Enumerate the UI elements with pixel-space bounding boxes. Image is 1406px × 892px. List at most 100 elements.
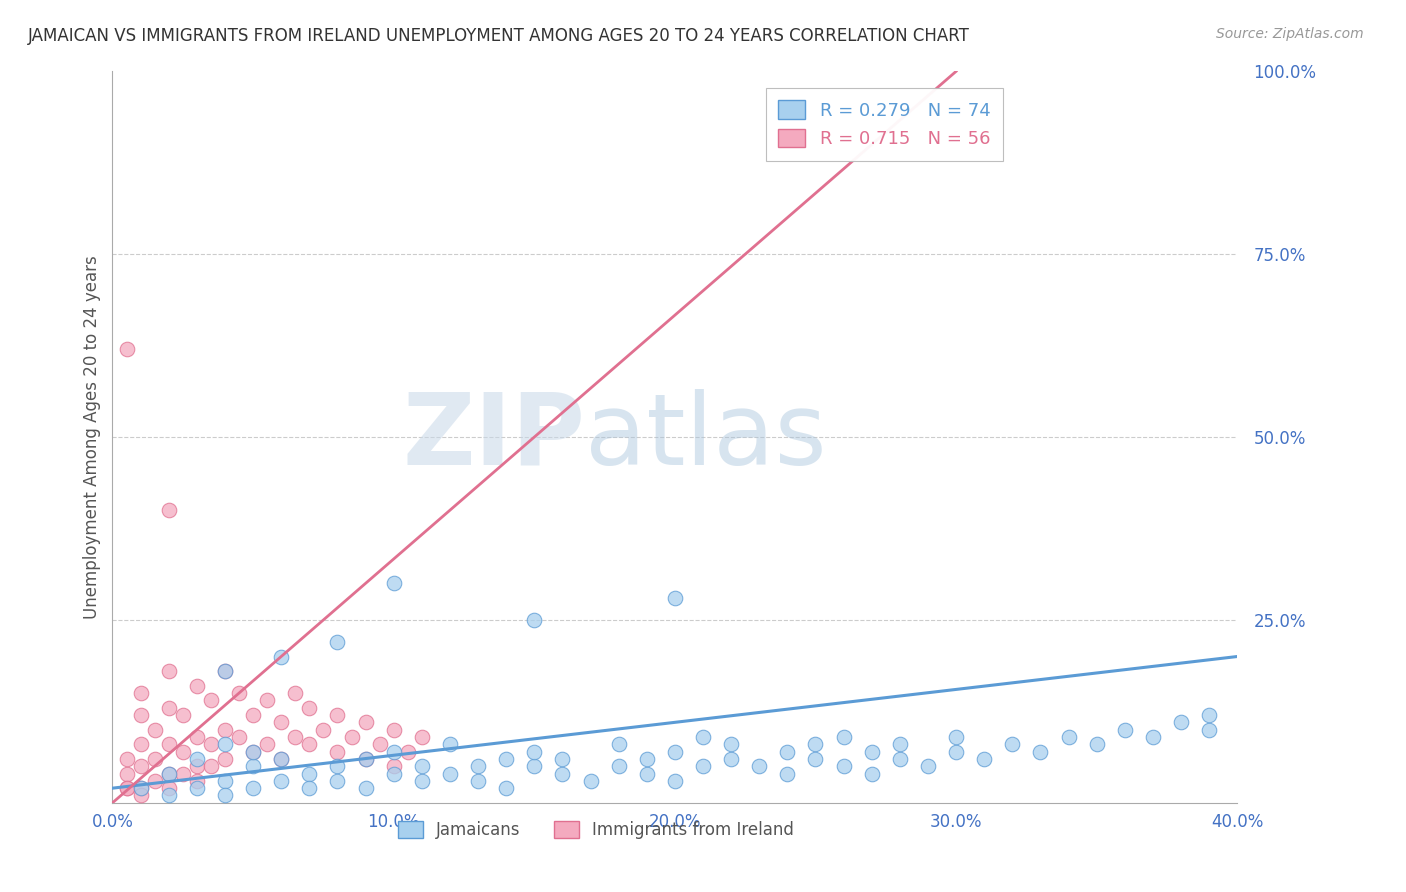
- Point: [186, 730, 208, 744]
- Point: [242, 708, 264, 723]
- Point: [636, 766, 658, 780]
- Point: [804, 737, 827, 751]
- Point: [340, 730, 363, 744]
- Point: [326, 773, 349, 788]
- Point: [889, 737, 911, 751]
- Point: [1142, 730, 1164, 744]
- Point: [411, 773, 433, 788]
- Point: [439, 766, 461, 780]
- Point: [354, 715, 377, 730]
- Point: [129, 789, 152, 803]
- Point: [129, 781, 152, 796]
- Point: [172, 766, 194, 780]
- Point: [129, 759, 152, 773]
- Point: [115, 343, 138, 357]
- Point: [214, 664, 236, 678]
- Point: [157, 789, 180, 803]
- Point: [664, 745, 686, 759]
- Point: [776, 766, 799, 780]
- Point: [129, 737, 152, 751]
- Point: [382, 766, 405, 780]
- Point: [973, 752, 995, 766]
- Point: [129, 686, 152, 700]
- Point: [382, 745, 405, 759]
- Point: [579, 773, 602, 788]
- Point: [157, 766, 180, 780]
- Point: [214, 737, 236, 751]
- Point: [396, 745, 419, 759]
- Point: [312, 723, 335, 737]
- Point: [186, 781, 208, 796]
- Point: [326, 708, 349, 723]
- Point: [186, 773, 208, 788]
- Point: [115, 766, 138, 780]
- Point: [551, 752, 574, 766]
- Point: [439, 737, 461, 751]
- Point: [523, 613, 546, 627]
- Point: [804, 752, 827, 766]
- Point: [214, 773, 236, 788]
- Point: [172, 708, 194, 723]
- Point: [692, 730, 714, 744]
- Point: [1198, 723, 1220, 737]
- Point: [284, 686, 307, 700]
- Point: [129, 781, 152, 796]
- Point: [354, 752, 377, 766]
- Point: [157, 664, 180, 678]
- Point: [860, 766, 883, 780]
- Point: [354, 781, 377, 796]
- Point: [523, 745, 546, 759]
- Point: [1057, 730, 1080, 744]
- Point: [411, 759, 433, 773]
- Point: [298, 737, 321, 751]
- Point: [115, 752, 138, 766]
- Point: [326, 745, 349, 759]
- Point: [1170, 715, 1192, 730]
- Point: [214, 752, 236, 766]
- Point: [692, 759, 714, 773]
- Point: [382, 576, 405, 591]
- Legend: Jamaicans, Immigrants from Ireland: Jamaicans, Immigrants from Ireland: [391, 814, 801, 846]
- Point: [411, 730, 433, 744]
- Point: [214, 723, 236, 737]
- Point: [200, 693, 222, 707]
- Point: [270, 773, 292, 788]
- Point: [495, 752, 517, 766]
- Point: [945, 730, 967, 744]
- Point: [664, 591, 686, 605]
- Text: atlas: atlas: [585, 389, 827, 485]
- Point: [157, 503, 180, 517]
- Point: [115, 781, 138, 796]
- Point: [214, 664, 236, 678]
- Point: [860, 745, 883, 759]
- Point: [256, 693, 278, 707]
- Point: [326, 759, 349, 773]
- Point: [382, 759, 405, 773]
- Point: [242, 781, 264, 796]
- Point: [720, 737, 742, 751]
- Point: [467, 759, 489, 773]
- Point: [270, 649, 292, 664]
- Text: JAMAICAN VS IMMIGRANTS FROM IRELAND UNEMPLOYMENT AMONG AGES 20 TO 24 YEARS CORRE: JAMAICAN VS IMMIGRANTS FROM IRELAND UNEM…: [28, 27, 970, 45]
- Point: [157, 737, 180, 751]
- Point: [270, 752, 292, 766]
- Point: [1001, 737, 1024, 751]
- Point: [523, 759, 546, 773]
- Point: [368, 737, 391, 751]
- Point: [1198, 708, 1220, 723]
- Point: [889, 752, 911, 766]
- Point: [636, 752, 658, 766]
- Point: [1114, 723, 1136, 737]
- Point: [664, 773, 686, 788]
- Point: [1029, 745, 1052, 759]
- Point: [200, 737, 222, 751]
- Point: [270, 715, 292, 730]
- Point: [748, 759, 770, 773]
- Point: [945, 745, 967, 759]
- Text: ZIP: ZIP: [402, 389, 585, 485]
- Point: [242, 745, 264, 759]
- Point: [256, 737, 278, 751]
- Point: [228, 686, 250, 700]
- Point: [242, 759, 264, 773]
- Point: [298, 766, 321, 780]
